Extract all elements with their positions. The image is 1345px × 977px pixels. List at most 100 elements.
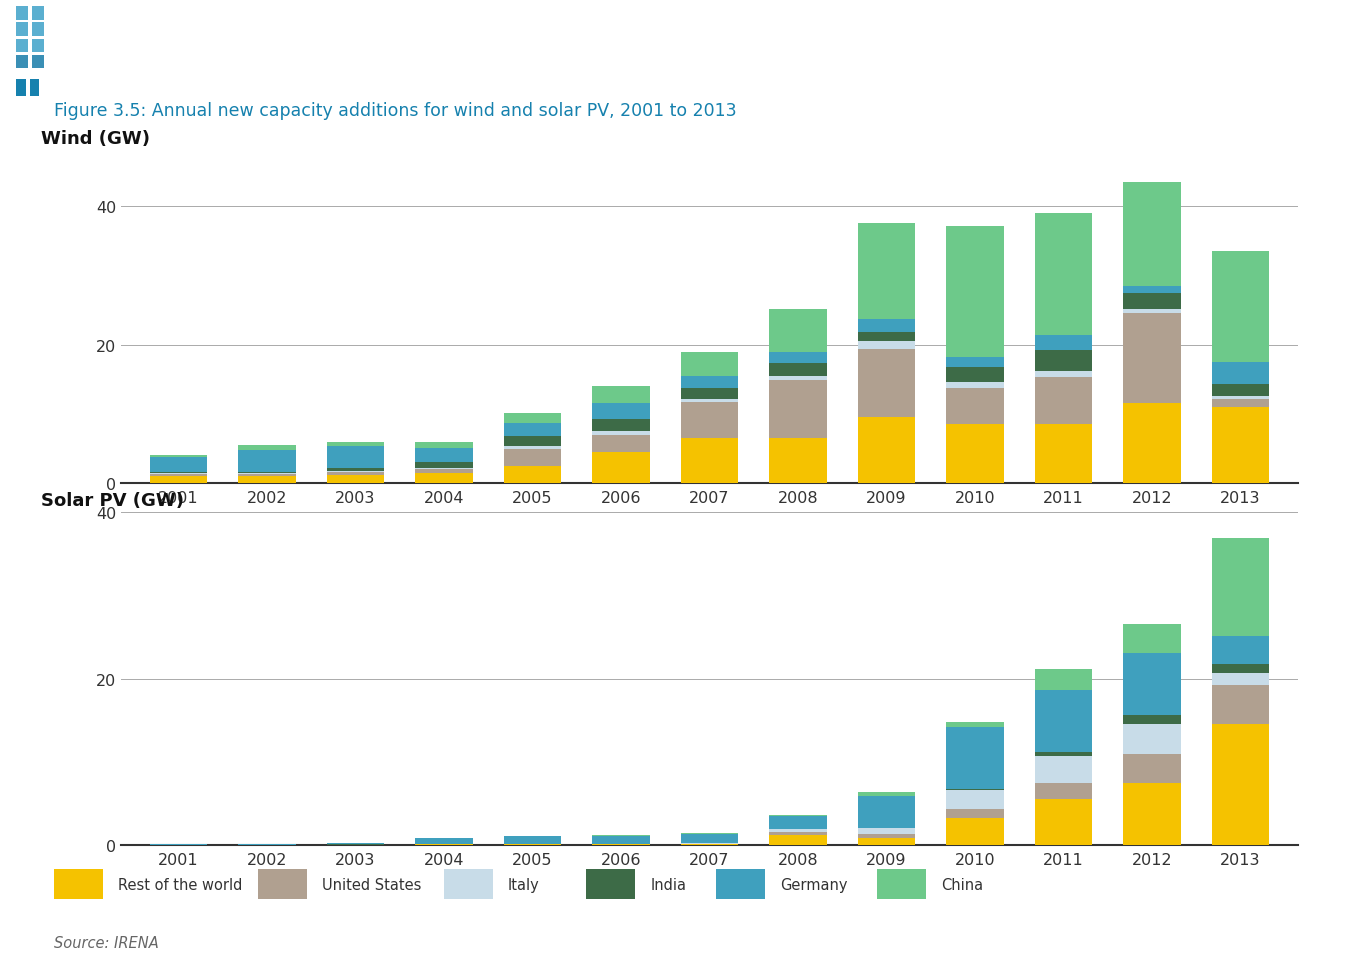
Bar bbox=[1123, 725, 1181, 754]
Bar bbox=[416, 442, 473, 449]
Bar bbox=[858, 792, 915, 796]
Bar bbox=[769, 439, 827, 484]
Bar bbox=[946, 425, 1003, 484]
Bar bbox=[1034, 351, 1092, 371]
Bar bbox=[327, 442, 385, 446]
Bar bbox=[416, 470, 473, 473]
Bar bbox=[32, 23, 44, 36]
Bar bbox=[1212, 400, 1270, 407]
Bar bbox=[1212, 362, 1270, 385]
Bar bbox=[1034, 752, 1092, 756]
Bar bbox=[858, 224, 915, 319]
Bar bbox=[586, 870, 635, 899]
Bar bbox=[681, 376, 738, 388]
Bar bbox=[769, 353, 827, 363]
Bar bbox=[1034, 669, 1092, 690]
Bar bbox=[1034, 378, 1092, 425]
Bar bbox=[1123, 310, 1181, 314]
Bar bbox=[327, 468, 385, 472]
Bar bbox=[327, 843, 385, 844]
Text: Germany: Germany bbox=[780, 876, 847, 892]
Bar bbox=[416, 838, 473, 844]
Bar bbox=[858, 418, 915, 484]
Text: Source: IRENA: Source: IRENA bbox=[54, 935, 159, 951]
Bar bbox=[1034, 799, 1092, 845]
Bar bbox=[1212, 385, 1270, 397]
Bar bbox=[716, 870, 765, 899]
Bar bbox=[238, 446, 296, 450]
Bar bbox=[238, 472, 296, 474]
Bar bbox=[16, 23, 28, 36]
Bar bbox=[416, 449, 473, 463]
Bar bbox=[1212, 725, 1270, 845]
Bar bbox=[858, 333, 915, 342]
Bar bbox=[1034, 214, 1092, 336]
Bar bbox=[858, 350, 915, 418]
Bar bbox=[946, 358, 1003, 367]
Bar bbox=[1034, 756, 1092, 783]
Bar bbox=[1034, 371, 1092, 378]
Bar bbox=[681, 388, 738, 400]
Bar bbox=[769, 817, 827, 828]
Bar bbox=[504, 424, 561, 436]
Bar bbox=[1123, 715, 1181, 725]
Bar bbox=[858, 342, 915, 350]
Bar bbox=[592, 836, 650, 844]
Text: China: China bbox=[941, 876, 983, 892]
Text: United States: United States bbox=[323, 876, 422, 892]
Bar bbox=[416, 473, 473, 484]
Bar bbox=[1212, 686, 1270, 725]
Bar bbox=[504, 466, 561, 484]
Bar bbox=[1212, 673, 1270, 686]
Bar bbox=[1212, 637, 1270, 664]
Bar bbox=[592, 435, 650, 452]
Bar bbox=[592, 419, 650, 432]
Bar bbox=[238, 475, 296, 477]
Bar bbox=[16, 80, 26, 97]
Bar bbox=[769, 363, 827, 376]
Bar bbox=[858, 834, 915, 838]
Bar bbox=[858, 796, 915, 828]
Bar bbox=[16, 39, 28, 53]
Bar bbox=[32, 56, 44, 68]
Bar bbox=[1123, 654, 1181, 715]
Bar bbox=[1212, 664, 1270, 673]
Bar bbox=[1123, 404, 1181, 484]
Bar bbox=[592, 452, 650, 484]
Bar bbox=[327, 473, 385, 476]
Bar bbox=[416, 468, 473, 470]
Bar bbox=[946, 723, 1003, 728]
Bar bbox=[327, 476, 385, 484]
Bar bbox=[858, 838, 915, 845]
Bar bbox=[681, 403, 738, 439]
Bar bbox=[681, 353, 738, 376]
Bar bbox=[877, 870, 927, 899]
Text: International Renewable Energy Agency: International Renewable Energy Agency bbox=[1110, 48, 1291, 58]
Bar bbox=[946, 818, 1003, 845]
Text: Solar PV (GW): Solar PV (GW) bbox=[40, 491, 184, 510]
Bar bbox=[504, 413, 561, 424]
Text: Rest of the world: Rest of the world bbox=[118, 876, 242, 892]
Bar bbox=[32, 8, 44, 21]
Bar bbox=[858, 828, 915, 834]
Bar bbox=[769, 829, 827, 831]
Bar bbox=[681, 844, 738, 845]
Bar bbox=[1123, 754, 1181, 783]
Bar bbox=[681, 400, 738, 403]
Bar bbox=[769, 835, 827, 845]
Bar bbox=[1212, 397, 1270, 400]
Text: Wind (GW): Wind (GW) bbox=[40, 130, 151, 149]
Bar bbox=[1034, 690, 1092, 752]
Bar bbox=[681, 834, 738, 843]
Bar bbox=[149, 472, 207, 474]
Bar bbox=[1123, 293, 1181, 310]
Bar bbox=[1123, 287, 1181, 293]
Bar bbox=[769, 376, 827, 380]
Bar bbox=[946, 809, 1003, 818]
Bar bbox=[1123, 624, 1181, 654]
Bar bbox=[54, 870, 104, 899]
Bar bbox=[327, 446, 385, 468]
Bar bbox=[1123, 314, 1181, 404]
Bar bbox=[32, 39, 44, 53]
Bar bbox=[416, 463, 473, 468]
